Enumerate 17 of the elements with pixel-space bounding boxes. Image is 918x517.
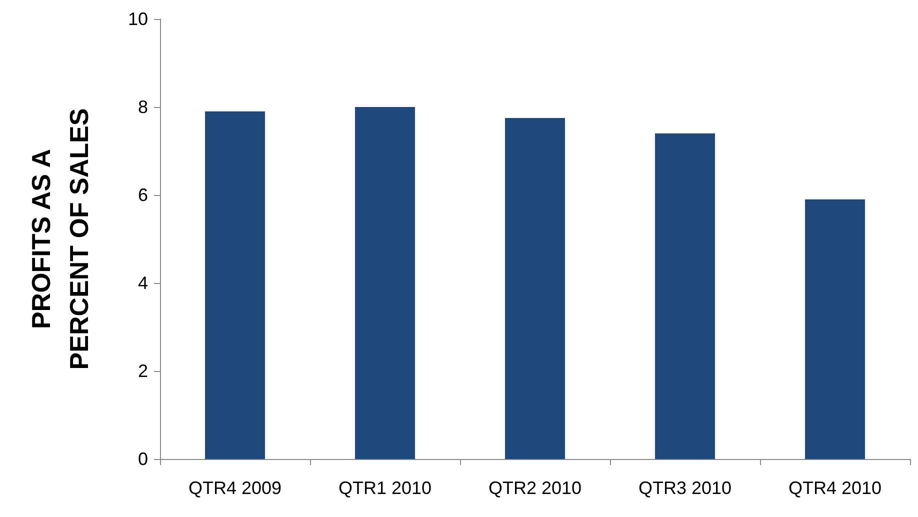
y-tick-label: 0 bbox=[138, 449, 148, 469]
y-tick-label: 6 bbox=[138, 185, 148, 205]
bar bbox=[655, 133, 715, 459]
y-tick-label: 2 bbox=[138, 361, 148, 381]
x-tick-label: QTR1 2010 bbox=[338, 478, 432, 498]
x-tick-label: QTR2 2010 bbox=[488, 478, 582, 498]
bar bbox=[355, 107, 415, 459]
x-tick-label: QTR4 2009 bbox=[188, 478, 282, 498]
bar bbox=[505, 118, 565, 459]
y-tick-label: 4 bbox=[138, 273, 148, 293]
x-tick-label: QTR4 2010 bbox=[788, 478, 882, 498]
y-tick-label: 8 bbox=[138, 97, 148, 117]
x-tick-label: QTR3 2010 bbox=[638, 478, 732, 498]
y-axis-title: PROFITS AS A PERCENT OF SALES bbox=[26, 108, 94, 370]
y-tick-label: 10 bbox=[128, 9, 148, 29]
bar bbox=[205, 111, 265, 459]
bar bbox=[805, 199, 865, 459]
